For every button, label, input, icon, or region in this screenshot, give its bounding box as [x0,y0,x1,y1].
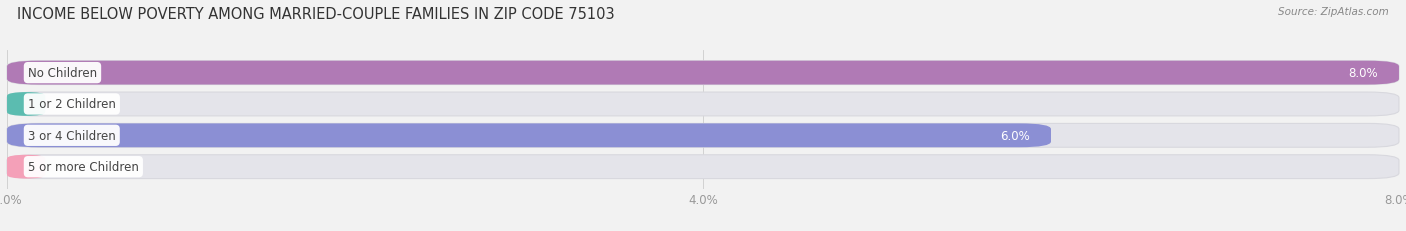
Text: 5 or more Children: 5 or more Children [28,161,139,173]
FancyBboxPatch shape [7,155,1399,179]
FancyBboxPatch shape [7,61,1399,85]
FancyBboxPatch shape [7,124,1399,148]
FancyBboxPatch shape [7,124,1050,148]
FancyBboxPatch shape [7,155,45,179]
FancyBboxPatch shape [7,93,1399,116]
Text: Source: ZipAtlas.com: Source: ZipAtlas.com [1278,7,1389,17]
Text: 0.0%: 0.0% [66,98,96,111]
Text: 8.0%: 8.0% [1348,67,1378,80]
FancyBboxPatch shape [7,61,1399,85]
Text: 6.0%: 6.0% [1000,129,1031,142]
Text: 3 or 4 Children: 3 or 4 Children [28,129,115,142]
Text: INCOME BELOW POVERTY AMONG MARRIED-COUPLE FAMILIES IN ZIP CODE 75103: INCOME BELOW POVERTY AMONG MARRIED-COUPL… [17,7,614,22]
Text: 0.0%: 0.0% [66,161,96,173]
Text: 1 or 2 Children: 1 or 2 Children [28,98,115,111]
FancyBboxPatch shape [7,93,45,116]
Text: No Children: No Children [28,67,97,80]
